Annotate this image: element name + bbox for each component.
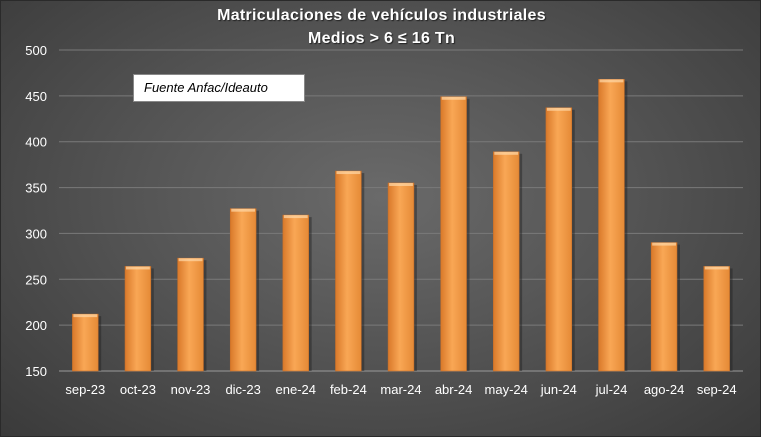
bar-highlight	[389, 182, 413, 186]
bar	[703, 266, 730, 372]
x-tick-label: mar-24	[380, 382, 421, 397]
chart-subtitle: Medios > 6 ≤ 16 Tn	[307, 30, 456, 47]
y-tick-label: 450	[25, 89, 47, 104]
y-tick-label: 400	[25, 135, 47, 150]
y-tick-label: 200	[25, 318, 47, 333]
bar-highlight	[441, 96, 466, 100]
x-tick-label: ago-24	[644, 382, 684, 397]
bar	[545, 107, 573, 372]
bar-highlight	[599, 79, 624, 83]
bar	[335, 170, 362, 372]
chart-title: Matriculaciones de vehículos industriale…	[217, 7, 546, 24]
x-tick-label: oct-23	[120, 382, 156, 397]
y-tick-label: 150	[25, 364, 47, 379]
bar-highlight	[704, 266, 729, 270]
bar	[493, 151, 520, 372]
x-tick-label: abr-24	[435, 382, 473, 397]
x-tick-label: jul-24	[595, 382, 628, 397]
y-tick-label: 350	[25, 181, 47, 196]
x-tick-label: sep-23	[65, 382, 105, 397]
y-tick-label: 250	[25, 272, 47, 287]
x-tick-label: nov-23	[171, 382, 211, 397]
bar	[177, 257, 204, 372]
bar	[124, 266, 152, 372]
bar-highlight	[546, 107, 571, 111]
x-tick-label: feb-24	[330, 382, 367, 397]
y-axis-ticks: 150 200 250 300 350 400 450 500	[25, 43, 47, 379]
y-tick-label: 500	[25, 43, 47, 58]
source-annotation: Fuente Anfac/Ideauto	[133, 74, 305, 102]
bar-highlight	[652, 242, 676, 246]
bar-highlight	[126, 266, 150, 270]
bar-highlight	[73, 314, 98, 318]
x-tick-label: ene-24	[276, 382, 316, 397]
y-tick-label: 300	[25, 226, 47, 241]
bar-highlight	[231, 208, 256, 212]
bars	[72, 79, 733, 372]
gridlines	[59, 49, 743, 372]
bar	[282, 214, 309, 372]
x-axis-ticks: sep-23 oct-23 nov-23 dic-23 ene-24 feb-24 mar-…	[65, 382, 736, 397]
x-tick-label: dic-23	[225, 382, 260, 397]
bar	[598, 79, 625, 372]
bar	[72, 313, 99, 372]
bar-highlight	[283, 215, 308, 219]
bar	[387, 182, 415, 372]
bar-highlight	[336, 171, 361, 175]
bar-highlight	[178, 258, 203, 262]
x-tick-label: sep-24	[697, 382, 737, 397]
bar	[440, 96, 467, 372]
x-tick-label: may-24	[485, 382, 528, 397]
bar	[229, 208, 257, 372]
bar-highlight	[494, 151, 519, 155]
bar	[650, 242, 678, 372]
x-tick-label: jun-24	[540, 382, 577, 397]
